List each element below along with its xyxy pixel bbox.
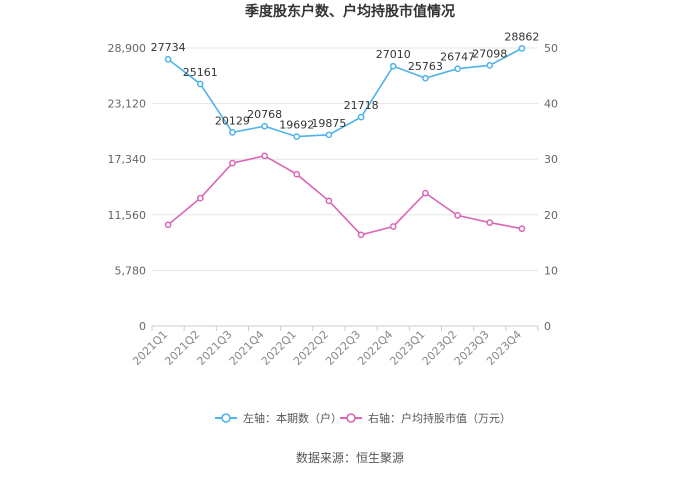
data-point[interactable] — [422, 74, 429, 82]
legend[interactable]: 左轴：本期数（户） 右轴：户均持股市值（万元） — [215, 411, 511, 425]
data-point[interactable] — [325, 131, 333, 139]
data-label: 19692 — [279, 119, 314, 132]
data-label: 20768 — [247, 108, 282, 121]
data-point[interactable] — [293, 170, 301, 178]
data-point[interactable] — [164, 55, 172, 63]
data-point[interactable] — [518, 45, 526, 52]
data-label: 27010 — [376, 48, 411, 61]
data-point[interactable] — [454, 212, 461, 219]
data-label: 19875 — [311, 117, 346, 130]
data-point[interactable] — [261, 152, 268, 160]
legend-swatch-marker — [221, 413, 231, 423]
data-label: 26747 — [440, 51, 475, 64]
data-point[interactable] — [293, 133, 301, 140]
right-axis-tick-label: 20 — [544, 209, 558, 222]
data-point[interactable] — [486, 61, 494, 69]
data-point[interactable] — [164, 221, 172, 229]
legend-item[interactable]: 左轴：本期数（户） — [215, 411, 342, 425]
data-point[interactable] — [196, 80, 204, 88]
right-axis-tick-label: 0 — [544, 320, 551, 333]
data-label: 27734 — [151, 41, 186, 54]
legend-swatch-marker — [346, 413, 356, 423]
data-point[interactable] — [389, 223, 397, 230]
legend-label: 右轴：户均持股市值（万元） — [368, 411, 511, 425]
data-point[interactable] — [518, 225, 526, 233]
left-axis-tick-label: 0 — [139, 320, 146, 333]
data-point[interactable] — [229, 129, 236, 136]
series-line — [167, 47, 523, 138]
data-point[interactable] — [389, 62, 397, 70]
left-axis-tick-label: 11,560 — [108, 209, 147, 222]
data-label: 20129 — [215, 114, 250, 127]
data-label: 25763 — [408, 60, 443, 73]
data-point[interactable] — [486, 219, 494, 226]
right-axis-tick-label: 30 — [544, 153, 558, 166]
data-point[interactable] — [357, 231, 365, 239]
source-note: 数据来源：恒生聚源 — [296, 450, 404, 465]
legend-item[interactable]: 右轴：户均持股市值（万元） — [340, 411, 511, 425]
left-axis-tick-label: 28,900 — [108, 42, 147, 55]
left-axis-tick-label: 23,120 — [108, 98, 147, 111]
data-point[interactable] — [229, 159, 236, 167]
series-line — [167, 155, 523, 236]
data-point[interactable] — [325, 197, 333, 205]
right-axis-tick-label: 10 — [544, 264, 558, 277]
left-axis-tick-label: 5,780 — [115, 264, 147, 277]
left-axis-tick-label: 17,340 — [108, 153, 147, 166]
data-point[interactable] — [357, 113, 365, 121]
data-label: 21718 — [344, 99, 379, 112]
x-axis-tick-label: 2023Q4 — [484, 328, 524, 368]
data-point[interactable] — [196, 194, 204, 202]
data-label: 27098 — [472, 47, 507, 60]
legend-label: 左轴：本期数（户） — [243, 411, 342, 425]
chart-title: 季度股东户数、户均持股市值情况 — [244, 3, 455, 20]
data-label: 25161 — [183, 66, 218, 79]
right-axis-tick-label: 40 — [544, 98, 558, 111]
data-point[interactable] — [422, 189, 429, 197]
right-axis-tick-label: 50 — [544, 42, 558, 55]
data-label: 28862 — [504, 30, 539, 43]
data-point[interactable] — [454, 65, 461, 73]
data-point[interactable] — [261, 122, 268, 130]
